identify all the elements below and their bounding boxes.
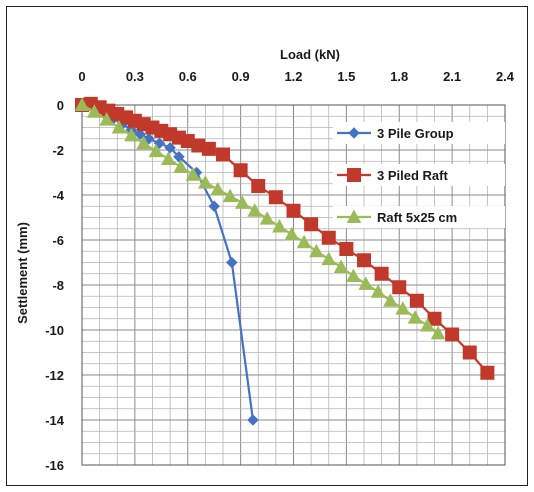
data-point-square: [322, 231, 335, 244]
data-point-square: [358, 254, 371, 267]
data-point-square: [234, 164, 247, 177]
data-point-square: [340, 243, 353, 256]
x-tick-label: 0.9: [232, 69, 250, 84]
y-tick-label: 0: [57, 98, 64, 113]
data-point-square: [393, 281, 406, 294]
y-tick-label: -2: [52, 143, 64, 158]
data-point-triangle: [285, 228, 298, 240]
x-tick-label: 0.6: [179, 69, 197, 84]
legend-label: 3 Pile Group: [377, 126, 454, 141]
y-tick-label: -12: [45, 368, 64, 383]
data-point-triangle: [236, 196, 249, 208]
data-point-triangle: [273, 220, 286, 232]
chart-frame: 0 0.3 0.6 0.9 1.2 1.5 1.8 2.1 2.4 0 -2 -4 -6 -8 -10 -12…: [6, 6, 528, 486]
data-point-square: [269, 191, 282, 204]
x-axis-title: Load (kN): [280, 47, 340, 62]
data-point-diamond: [248, 415, 258, 425]
data-point-square: [305, 218, 318, 231]
data-point-triangle: [396, 302, 409, 314]
data-point-diamond: [209, 201, 219, 211]
data-point-triangle: [409, 311, 422, 323]
y-tick-label: -14: [45, 413, 65, 428]
data-point-triangle: [261, 212, 274, 224]
settlement-load-chart: 0 0.3 0.6 0.9 1.2 1.5 1.8 2.1 2.4 0 -2 -4 -6 -8 -10 -12…: [7, 7, 527, 485]
y-tick-label: -8: [52, 278, 64, 293]
data-point-square: [446, 328, 459, 341]
data-point-square: [348, 169, 361, 182]
data-point-square: [252, 180, 265, 193]
chart-grid: [82, 105, 505, 465]
data-point-square: [410, 294, 423, 307]
data-point-triangle: [310, 245, 323, 257]
legend-label: 3 Piled Raft: [377, 168, 448, 183]
y-tick-label: -6: [52, 233, 64, 248]
x-tick-label: 2.1: [443, 69, 461, 84]
data-point-triangle: [322, 253, 335, 265]
data-point-square: [463, 346, 476, 359]
data-point-square: [375, 267, 388, 280]
x-tick-label: 2.4: [496, 69, 515, 84]
data-point-diamond: [227, 258, 237, 268]
data-point-triangle: [372, 285, 385, 297]
data-point-triangle: [298, 236, 311, 248]
x-tick-label: 1.8: [390, 69, 408, 84]
y-tick-label: -4: [52, 188, 64, 203]
x-tick-label: 0: [78, 69, 85, 84]
chart-legend: 3 Pile Group 3 Piled Raft Raft 5x25 cm: [333, 122, 505, 228]
y-axis-title: Settlement (mm): [15, 222, 30, 324]
data-point-triangle: [211, 183, 224, 195]
x-tick-label: 1.2: [284, 69, 302, 84]
data-point-triangle: [359, 277, 372, 289]
data-point-triangle: [224, 190, 237, 202]
x-tick-label: 0.3: [126, 69, 144, 84]
y-tick-label: -16: [45, 458, 64, 473]
data-point-square: [287, 204, 300, 217]
chart-series: [76, 97, 494, 425]
legend-label: Raft 5x25 cm: [377, 210, 457, 225]
data-point-square: [481, 366, 494, 379]
y-tick-label: -10: [45, 323, 64, 338]
data-point-square: [202, 142, 215, 155]
data-point-triangle: [347, 270, 360, 282]
data-point-square: [217, 148, 230, 161]
data-point-triangle: [162, 153, 175, 165]
x-tick-label: 1.5: [337, 69, 355, 84]
